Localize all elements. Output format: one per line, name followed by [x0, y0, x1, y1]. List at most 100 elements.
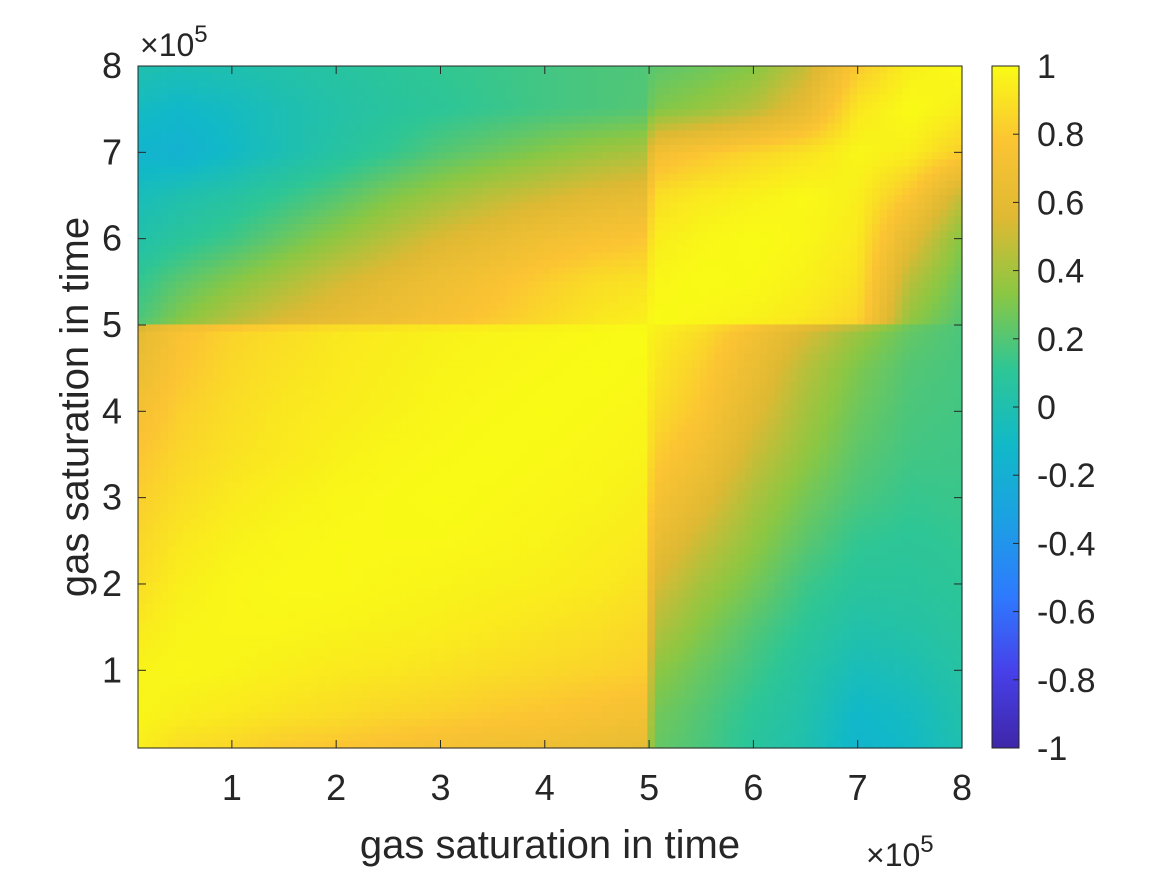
heatmap-cell [527, 238, 536, 247]
heatmap-cell [332, 331, 341, 340]
heatmap-cell [295, 360, 304, 369]
heatmap-cell [250, 317, 259, 326]
heatmap-cell [370, 195, 379, 203]
heatmap-cell [355, 360, 364, 369]
heatmap-cell [452, 123, 461, 132]
heatmap-cell [579, 302, 589, 311]
heatmap-cell [639, 252, 648, 261]
heatmap-cell [842, 209, 851, 218]
heatmap-cell [445, 123, 454, 132]
heatmap-cell [677, 367, 686, 376]
heatmap-cell [579, 295, 589, 304]
heatmap-cell [857, 159, 866, 168]
heatmap-cell [475, 144, 484, 153]
heatmap-cell [879, 288, 888, 297]
heatmap-cell [737, 216, 746, 225]
heatmap-cell [789, 324, 798, 333]
heatmap-cell [609, 66, 619, 74]
heatmap-cell [864, 216, 873, 225]
heatmap-cell [250, 166, 259, 175]
heatmap-cell [310, 80, 319, 89]
heatmap-cell [842, 223, 851, 232]
heatmap-cell [160, 259, 169, 268]
heatmap-cell [932, 223, 941, 232]
heatmap-cell [280, 116, 289, 125]
heatmap-cell [654, 123, 663, 132]
heatmap-cell [849, 238, 858, 247]
heatmap-cell [624, 94, 633, 103]
heatmap-cell [849, 331, 858, 340]
heatmap-cell [190, 180, 199, 189]
heatmap-cell [257, 173, 266, 182]
heatmap-cell [145, 274, 154, 282]
heatmap-cell [587, 87, 596, 96]
heatmap-cell [272, 288, 281, 297]
heatmap-cell [527, 295, 536, 304]
heatmap-cell [138, 188, 147, 196]
heatmap-cell [325, 274, 334, 282]
heatmap-cell [849, 130, 858, 139]
heatmap-cell [482, 180, 491, 189]
heatmap-cell [857, 209, 866, 218]
heatmap-cell [662, 353, 671, 361]
heatmap-cell [699, 73, 708, 81]
heatmap-cell [872, 374, 881, 383]
heatmap-cell [340, 166, 349, 175]
heatmap-cell [572, 302, 581, 311]
heatmap-cell [212, 80, 221, 89]
heatmap-cell [295, 231, 304, 239]
heatmap-cell [475, 360, 484, 369]
heatmap-cell [310, 159, 319, 168]
heatmap-cell [377, 66, 386, 74]
heatmap-cell [347, 101, 356, 110]
heatmap-cell [527, 302, 536, 311]
heatmap-cell [767, 209, 776, 218]
heatmap-cell [677, 166, 686, 175]
heatmap-cell [827, 202, 836, 211]
heatmap-cell [624, 367, 633, 376]
heatmap-cell [512, 202, 521, 211]
heatmap-cell [445, 389, 454, 397]
heatmap-cell [624, 159, 633, 168]
heatmap-cell [175, 389, 184, 397]
heatmap-cell [564, 87, 574, 96]
heatmap-cell [497, 259, 506, 268]
heatmap-cell [924, 338, 933, 347]
heatmap-cell [138, 101, 147, 110]
heatmap-cell [594, 101, 604, 110]
heatmap-cell [400, 267, 409, 275]
heatmap-cell [624, 109, 633, 117]
heatmap-cell [257, 223, 266, 232]
heatmap-cell [190, 367, 199, 376]
heatmap-cell [145, 159, 154, 168]
heatmap-cell [190, 94, 199, 103]
heatmap-cell [190, 345, 199, 354]
heatmap-cell [744, 137, 753, 146]
heatmap-cell [669, 166, 678, 175]
heatmap-cell [864, 238, 873, 247]
heatmap-cell [684, 188, 693, 196]
heatmap-cell [954, 360, 963, 369]
heatmap-cell [512, 238, 521, 247]
heatmap-cell [587, 274, 596, 282]
heatmap-cell [295, 331, 304, 340]
heatmap-cell [460, 345, 469, 354]
heatmap-cell [205, 173, 214, 182]
heatmap-cell [662, 324, 671, 333]
heatmap-cell [437, 202, 446, 211]
heatmap-cell [564, 80, 574, 89]
heatmap-cell [744, 267, 753, 275]
heatmap-cell [317, 281, 326, 290]
heatmap-cell [295, 66, 304, 74]
heatmap-cell [355, 302, 364, 311]
heatmap-cell [722, 302, 731, 311]
heatmap-cell [482, 159, 491, 168]
heatmap-cell [460, 338, 469, 347]
heatmap-cell [542, 73, 551, 81]
heatmap-cell [407, 331, 416, 340]
heatmap-cell [737, 101, 746, 110]
heatmap-cell [767, 66, 776, 74]
heatmap-cell [475, 94, 484, 103]
heatmap-cell [579, 202, 589, 211]
heatmap-cell [699, 288, 708, 297]
